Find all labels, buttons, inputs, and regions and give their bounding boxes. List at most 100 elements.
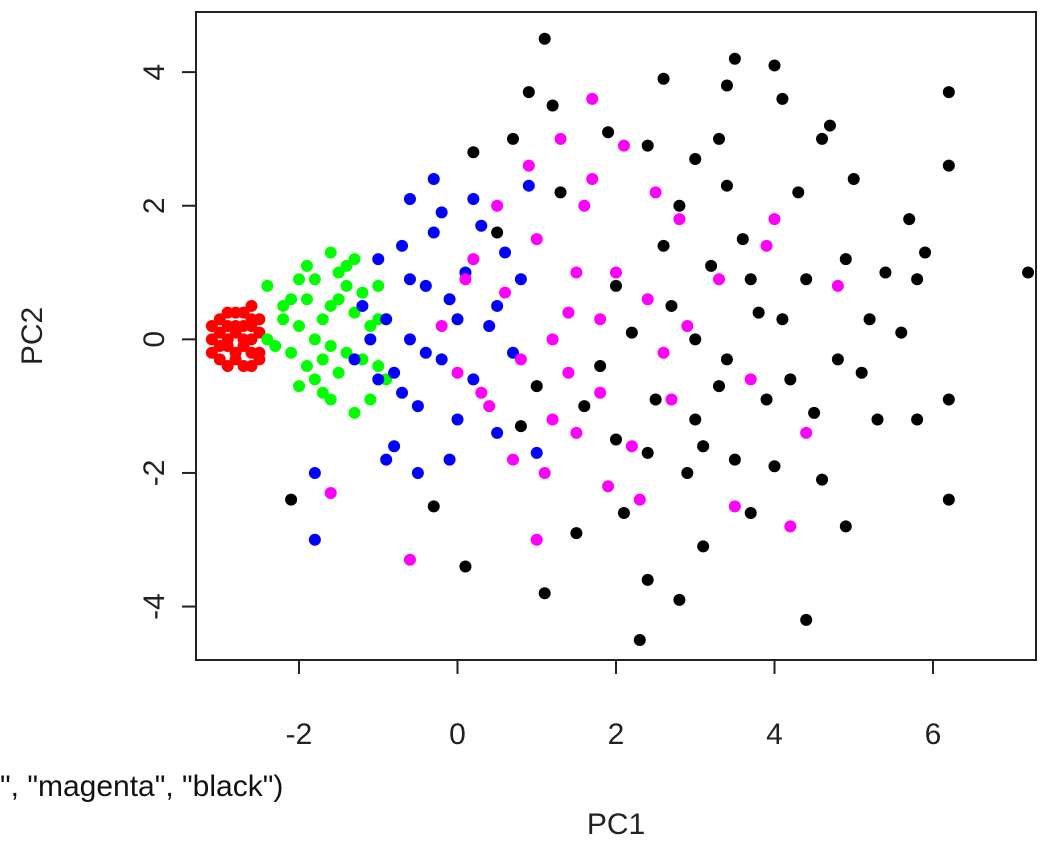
scatter-point	[364, 319, 377, 332]
scatter-point	[594, 360, 607, 373]
scatter-point	[649, 186, 662, 199]
scatter-point	[277, 313, 290, 326]
scatter-point	[728, 52, 741, 65]
scatter-point	[364, 393, 377, 406]
scatter-point	[475, 386, 488, 399]
scatter-point	[514, 420, 527, 433]
scatter-point	[285, 293, 298, 306]
scatter-point	[705, 259, 718, 272]
y-tick-label: 0	[138, 331, 171, 348]
scatter-point	[641, 573, 654, 586]
scatter-point	[689, 413, 702, 426]
scatter-point	[364, 333, 377, 346]
scatter-point	[213, 353, 226, 366]
code-snippet-text: ", "magenta", "black")	[0, 770, 284, 803]
scatter-point	[340, 346, 353, 359]
scatter-point	[403, 553, 416, 566]
scatter-point	[942, 493, 955, 506]
scatter-point	[403, 193, 416, 206]
scatter-point	[903, 213, 916, 226]
scatter-point	[435, 319, 448, 332]
scatter-point	[800, 273, 813, 286]
scatter-point	[776, 313, 789, 326]
scatter-point	[229, 326, 242, 339]
scatter-point	[332, 266, 345, 279]
scatter-point	[602, 126, 615, 139]
scatter-point	[213, 313, 226, 326]
scatter-point	[348, 253, 361, 266]
scatter-point	[625, 440, 638, 453]
y-axis: -4 -2 0 2 4	[138, 64, 196, 620]
scatter-point	[570, 527, 583, 540]
scatter-point	[277, 299, 290, 312]
scatter-point	[396, 386, 409, 399]
scatter-point	[491, 299, 504, 312]
scatter-point	[285, 346, 298, 359]
scatter-point	[499, 286, 512, 299]
scatter-point	[253, 326, 266, 339]
scatter-point	[356, 299, 369, 312]
scatter-point	[514, 273, 527, 286]
scatter-point	[245, 360, 258, 373]
scatter-point	[736, 233, 749, 246]
scatter-point	[879, 266, 892, 279]
scatter-point	[308, 533, 321, 546]
scatter-point	[229, 306, 242, 319]
scatter-point	[610, 266, 622, 279]
scatter-point	[372, 279, 385, 292]
scatter-point	[300, 293, 313, 306]
scatter-point	[713, 380, 726, 393]
scatter-point	[467, 146, 480, 159]
scatter-point	[372, 360, 385, 373]
scatter-point	[697, 440, 710, 453]
scatter-point	[530, 233, 543, 246]
scatter-point	[483, 400, 496, 413]
scatter-point	[744, 507, 757, 520]
scatter-point	[911, 413, 924, 426]
scatter-point	[847, 173, 860, 186]
scatter-point	[411, 466, 424, 479]
scatter-point	[673, 593, 686, 606]
scatter-point	[205, 346, 218, 359]
scatter-point	[633, 493, 646, 506]
scatter-point	[713, 132, 726, 145]
scatter-point	[237, 319, 250, 332]
scatter-point	[728, 500, 741, 513]
scatter-point	[554, 132, 567, 145]
scatter-point	[546, 333, 559, 346]
scatter-point	[522, 86, 535, 99]
scatter-point	[633, 633, 646, 646]
scatter-point	[308, 273, 321, 286]
scatter-point	[467, 193, 480, 206]
scatter-point	[855, 366, 868, 379]
scatter-point	[744, 373, 757, 386]
scatter-point	[657, 239, 670, 252]
scatter-point	[570, 426, 583, 439]
x-tick-label: 0	[449, 718, 466, 751]
scatter-point	[776, 92, 789, 105]
scatter-point	[427, 173, 440, 186]
scatter-point	[617, 507, 630, 520]
scatter-point	[538, 587, 551, 600]
scatter-point	[348, 353, 361, 366]
scatter-point	[578, 400, 591, 413]
scatter-point	[205, 319, 218, 332]
scatter-point	[506, 453, 519, 466]
scatter-point	[720, 179, 733, 192]
scatter-point	[324, 299, 337, 312]
scatter-point	[617, 139, 630, 152]
scatter-point	[245, 333, 258, 346]
scatter-point	[459, 273, 472, 286]
scatter-point	[419, 279, 432, 292]
scatter-point	[403, 333, 416, 346]
scatter-point	[728, 453, 741, 466]
scatter-point	[340, 259, 353, 272]
x-tick-label: -2	[286, 718, 313, 751]
scatter-point	[293, 273, 306, 286]
scatter-point	[451, 366, 464, 379]
scatter-point	[831, 353, 844, 366]
scatter-point	[657, 346, 670, 359]
scatter-point	[467, 373, 480, 386]
scatter-point	[324, 340, 337, 353]
scatter-point	[808, 406, 821, 419]
